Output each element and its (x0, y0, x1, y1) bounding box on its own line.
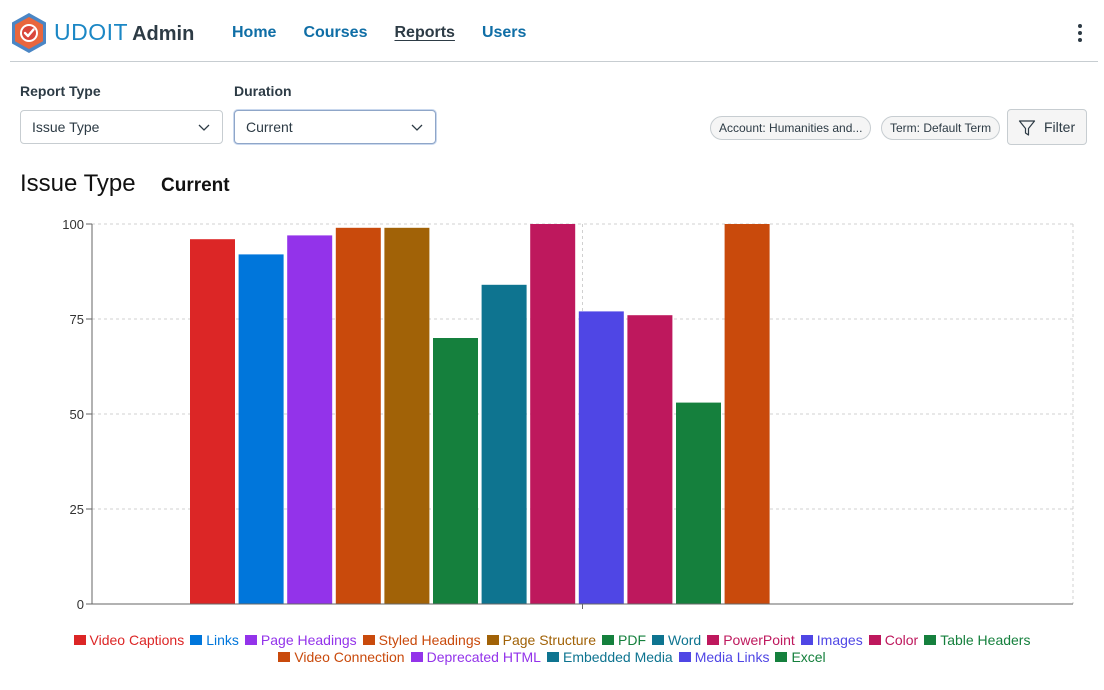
legend-item-powerpoint[interactable]: PowerPoint (707, 632, 795, 649)
nav-reports[interactable]: Reports (394, 24, 455, 41)
report-type-value: Issue Type (32, 119, 100, 135)
duration-label: Duration (234, 83, 292, 99)
bar-pdf (433, 338, 478, 604)
legend-item-links[interactable]: Links (190, 632, 239, 649)
legend-swatch (707, 635, 720, 645)
report-duration: Current (161, 175, 230, 196)
legend-label: Table Headers (940, 632, 1031, 648)
legend-item-images[interactable]: Images (800, 632, 863, 649)
duration-select[interactable]: Current (234, 110, 436, 144)
term-filter-chip[interactable]: Term: Default Term (881, 116, 1001, 140)
y-tick-label: 100 (62, 217, 84, 232)
legend-swatch (244, 635, 257, 645)
duration-value: Current (246, 119, 293, 135)
legend-swatch (602, 635, 614, 645)
udoit-logo-icon[interactable] (10, 12, 48, 54)
bar-page-structure (384, 227, 430, 605)
legend-item-page-headings[interactable]: Page Headings (244, 632, 357, 649)
legend-label: PDF (618, 632, 646, 648)
legend-swatch (278, 652, 291, 662)
legend-label: PowerPoint (723, 632, 795, 648)
legend-label: Excel (791, 649, 826, 665)
legend-label: Links (206, 632, 239, 648)
legend-swatch (410, 652, 423, 662)
legend-label: Color (884, 632, 919, 648)
chevron-down-icon (411, 124, 423, 131)
legend-label: Page Headings (260, 632, 357, 648)
legend-label: Word (668, 632, 702, 648)
nav-users[interactable]: Users (481, 24, 527, 41)
nav-courses[interactable]: Courses (303, 24, 368, 41)
filter-button-label: Filter (1044, 119, 1076, 135)
legend-item-video-connection[interactable]: Video Connection (278, 649, 405, 666)
legend-swatch (362, 635, 375, 645)
filter-button[interactable]: Filter (1007, 109, 1087, 145)
legend-label: Page Structure (502, 632, 596, 648)
brand-title[interactable]: UDOIT Admin (54, 18, 194, 48)
legend-swatch (486, 635, 499, 645)
legend-item-color[interactable]: Color (868, 632, 919, 649)
legend-item-video-captions[interactable]: Video Captions (73, 632, 185, 649)
funnel-icon (1018, 120, 1036, 136)
nav-home[interactable]: Home (232, 24, 277, 41)
legend-item-word[interactable]: Word (652, 632, 701, 649)
brand-sub: Admin (132, 23, 195, 45)
y-tick-label: 75 (70, 312, 84, 327)
legend-label: Styled Headings (378, 632, 481, 648)
bar-video-connection (724, 224, 770, 604)
bar-color (627, 315, 673, 604)
legend-item-page-structure[interactable]: Page Structure (486, 632, 596, 649)
legend-swatch (775, 652, 788, 662)
main-nav: Home Courses Reports Users (232, 24, 553, 42)
account-filter-chip[interactable]: Account: Humanities and... (710, 116, 872, 140)
legend-label: Deprecated HTML (426, 649, 541, 665)
legend-label: Video Connection (294, 649, 405, 665)
legend-label: Media Links (694, 649, 770, 665)
legend-item-pdf[interactable]: PDF (602, 632, 646, 649)
legend-item-deprecated-html[interactable]: Deprecated HTML (410, 649, 541, 666)
legend-item-table-headers[interactable]: Table Headers (924, 632, 1030, 649)
legend-swatch (800, 635, 813, 645)
legend-swatch (73, 635, 86, 645)
report-type-label: Report Type (20, 83, 101, 99)
brand-main: UDOIT (54, 19, 129, 45)
legend-item-embedded-media[interactable]: Embedded Media (546, 649, 673, 666)
legend-item-media-links[interactable]: Media Links (678, 649, 770, 666)
chart-legend: Video Captions Links Page Headings Styled H… (20, 632, 1084, 666)
legend-swatch (868, 635, 881, 645)
legend-swatch (546, 652, 559, 662)
legend-label: Embedded Media (562, 649, 673, 665)
app-header: UDOIT Admin Home Courses Reports Users (10, 0, 1098, 62)
y-tick-label: 25 (70, 502, 84, 517)
bar-page-headings (287, 235, 333, 604)
issue-type-bar-chart: 0 25 50 75 100 (62, 217, 1074, 612)
legend-swatch (190, 635, 203, 645)
legend-label: Images (816, 632, 863, 648)
legend-item-styled-headings[interactable]: Styled Headings (362, 632, 481, 649)
bar-links (238, 254, 284, 604)
bar-video-captions (190, 239, 235, 604)
legend-swatch (652, 635, 664, 645)
bar-powerpoint (530, 224, 576, 604)
bar-images (578, 311, 624, 604)
y-tick-label: 50 (70, 407, 84, 422)
bar-styled-headings (335, 227, 381, 605)
chevron-down-icon (198, 124, 210, 131)
bar-word (481, 284, 527, 604)
report-title: Issue Type (20, 170, 136, 197)
more-options-icon[interactable] (1072, 24, 1088, 44)
y-tick-label: 0 (77, 597, 84, 612)
legend-swatch (924, 635, 937, 645)
legend-label: Video Captions (89, 632, 185, 648)
legend-swatch (678, 652, 691, 662)
legend-item-excel[interactable]: Excel (775, 649, 826, 666)
bar-table-headers (676, 402, 721, 604)
report-type-select[interactable]: Issue Type (20, 110, 223, 144)
